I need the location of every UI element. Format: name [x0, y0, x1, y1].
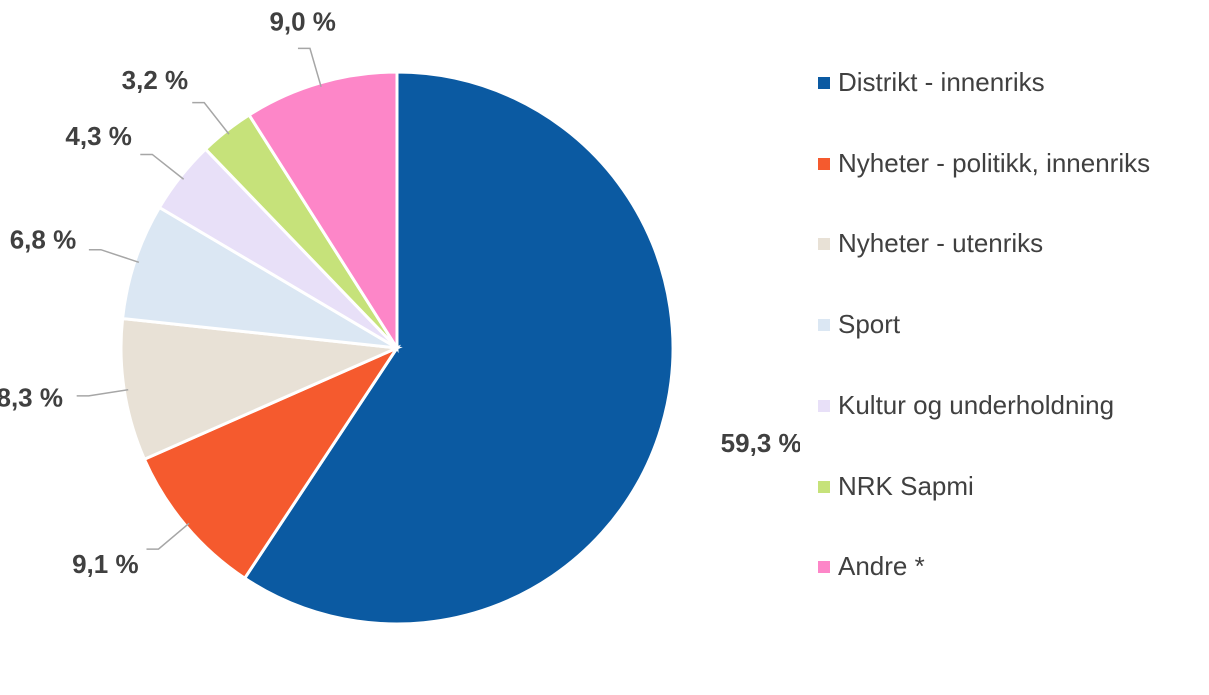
legend-label: Andre *: [838, 551, 925, 582]
leader-line: [76, 388, 129, 397]
leader-line: [88, 248, 140, 264]
legend-item: NRK Sapmi: [818, 470, 1163, 503]
legend-swatch: [818, 319, 830, 332]
legend-item: Kultur og underholdning: [818, 389, 1163, 422]
data-label: 4,3 %: [65, 121, 132, 151]
leader-line: [297, 47, 322, 88]
legend-swatch: [818, 399, 830, 412]
legend-item: Nyheter - utenriks: [818, 227, 1163, 260]
legend-label: Nyheter - politikk, innenriks: [838, 147, 1151, 178]
data-label: 8,3 %: [0, 383, 63, 413]
legend-swatch: [818, 77, 830, 89]
data-label: 6,8 %: [10, 224, 77, 254]
legend-label: Kultur og underholdning: [838, 389, 1115, 420]
legend-swatch: [818, 561, 830, 574]
data-label: 59,3 %: [721, 428, 800, 458]
legend-swatch: [818, 157, 830, 170]
leader-line: [192, 101, 230, 135]
legend-item: Andre *: [818, 550, 1163, 583]
legend-swatch: [818, 480, 830, 493]
legend-swatch: [818, 238, 830, 251]
leader-line: [146, 522, 190, 550]
pie-slice: [242, 70, 675, 626]
legend-label: Nyheter - utenriks: [838, 228, 1044, 259]
leader-line: [140, 153, 185, 180]
legend-item: Sport: [818, 308, 1163, 341]
data-label: 9,1 %: [72, 549, 139, 579]
legend-item: Distrikt - innenriks: [818, 66, 1163, 99]
data-label: 3,2 %: [122, 65, 189, 95]
legend-label: Sport: [838, 309, 901, 340]
data-label: 9,0 %: [269, 6, 336, 36]
legend-label: Distrikt - innenriks: [838, 67, 1045, 97]
legend-label: NRK Sapmi: [838, 470, 974, 501]
chart: 59,3 % 9,1 % 8,3 % 6,8 % 4,3 % 3,2 % 9,0 %: [0, 6, 800, 626]
legend-item: Nyheter - politikk, innenriks: [818, 147, 1163, 180]
